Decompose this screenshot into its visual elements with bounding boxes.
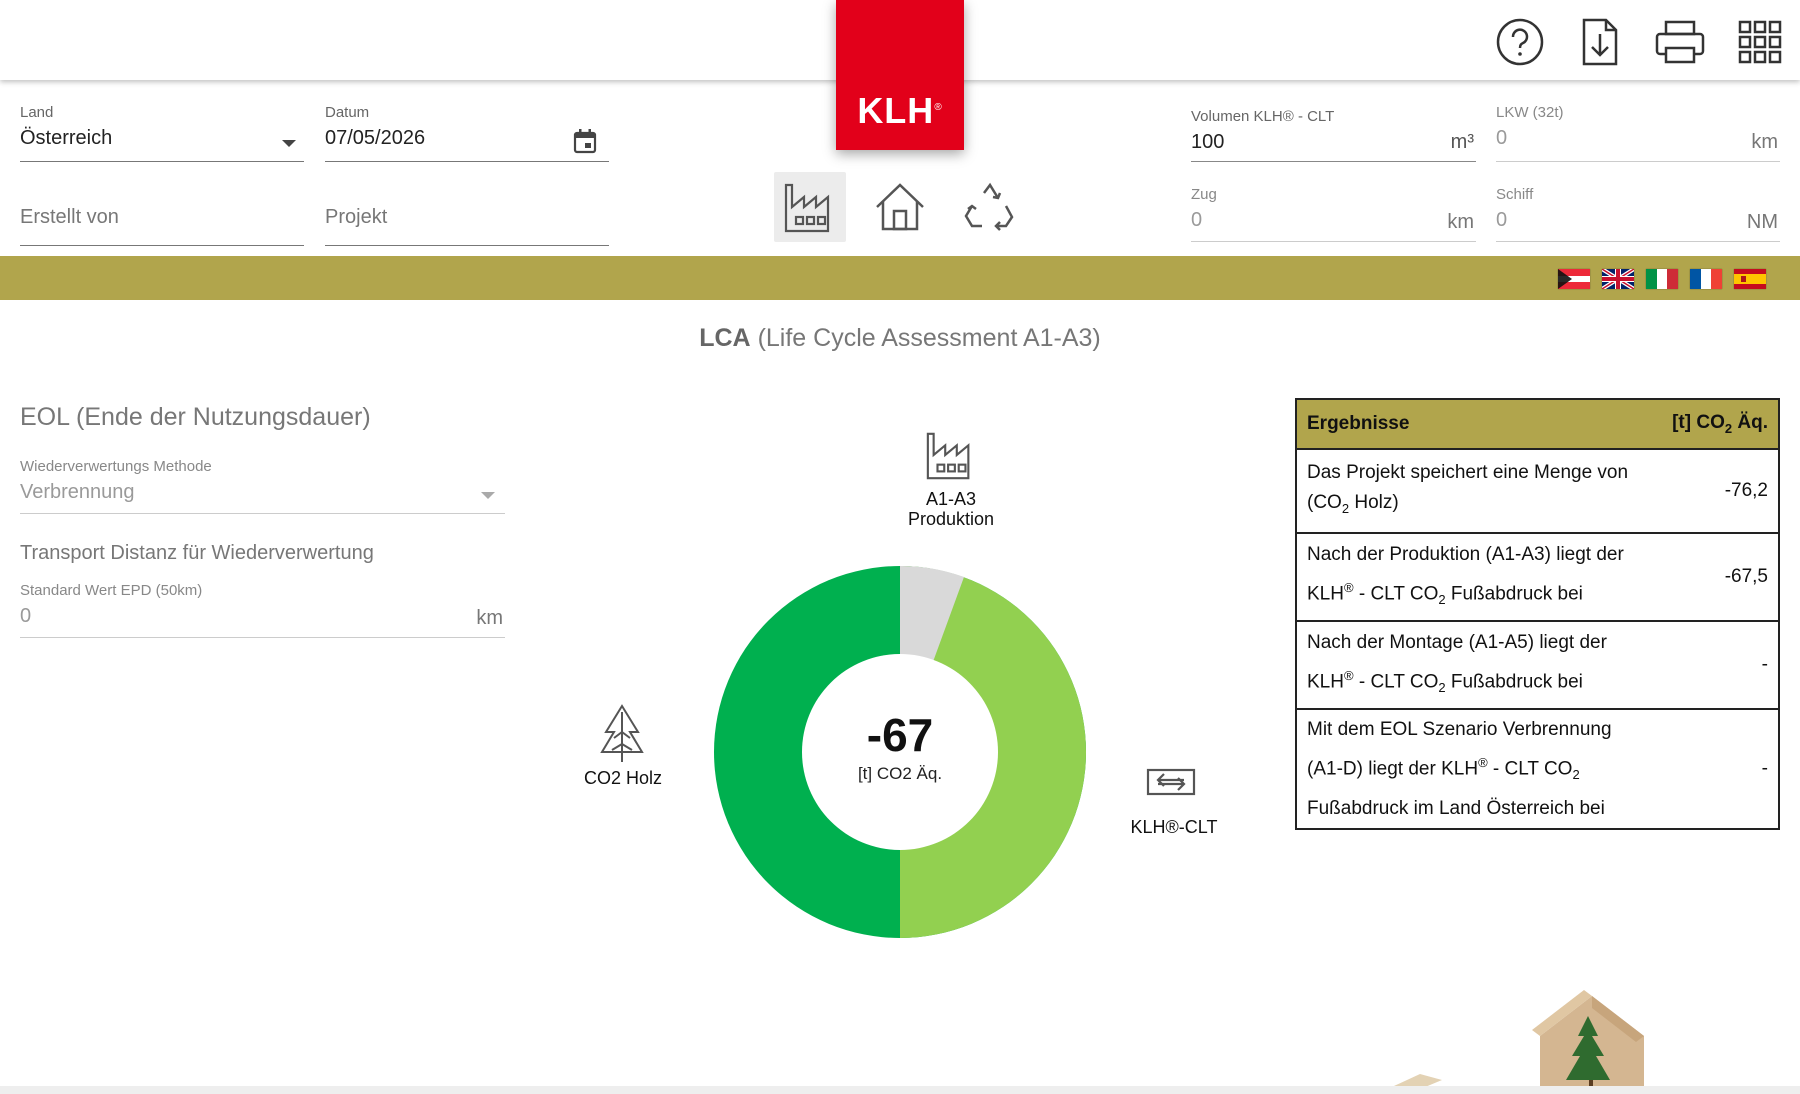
donut-hole xyxy=(802,654,998,850)
flag-spain-icon[interactable] xyxy=(1734,269,1766,289)
zug-value: 0 xyxy=(1191,209,1203,231)
results-row-text: Mit dem EOL Szenario Verbrennung (A1-D) … xyxy=(1307,719,1612,819)
results-row-text: Nach der Montage (A1-A5) liegt der KLH® … xyxy=(1307,631,1607,696)
results-header-unit: [t] CO2 Äq. xyxy=(1672,412,1768,436)
lkw-unit: km xyxy=(1751,131,1778,153)
eol-title: EOL (Ende der Nutzungsdauer) xyxy=(20,403,371,431)
results-row-value: - xyxy=(1761,758,1768,779)
house-icon xyxy=(876,183,924,231)
datum-field[interactable]: Datum 07/05/2026 xyxy=(325,104,609,162)
datum-value: 07/05/2026 xyxy=(325,127,426,149)
results-table: Ergebnisse [t] CO2 Äq. Das Projekt speic… xyxy=(1295,398,1780,830)
lkw-field[interactable]: LKW (32t) 0 km xyxy=(1496,104,1780,162)
results-row: Mit dem EOL Szenario Verbrennung (A1-D) … xyxy=(1297,710,1778,828)
zug-unit: km xyxy=(1447,211,1474,233)
stage-production-button[interactable] xyxy=(774,172,846,242)
production-label-line1: A1-A3 xyxy=(925,489,977,509)
chevron-down-icon xyxy=(481,492,495,499)
schiff-unit: NM xyxy=(1746,211,1778,233)
results-row: Nach der Montage (A1-A5) liegt der KLH® … xyxy=(1297,622,1778,710)
donut-chart xyxy=(714,565,1086,938)
method-value: Verbrennung xyxy=(20,481,135,503)
land-select[interactable]: Land Österreich xyxy=(20,104,304,162)
factory-icon xyxy=(784,183,830,233)
wooden-house-illustration xyxy=(1394,990,1644,1088)
results-row: Das Projekt speichert eine Menge von (CO… xyxy=(1297,450,1778,534)
projekt-placeholder: Projekt xyxy=(325,206,388,228)
factory-icon xyxy=(926,432,970,480)
stage-building-button[interactable] xyxy=(864,172,936,242)
section-band xyxy=(0,256,1800,300)
flag-france-icon[interactable] xyxy=(1690,269,1722,289)
calendar-icon[interactable] xyxy=(573,128,597,154)
wood-label: CO2 Holz xyxy=(583,768,663,788)
lkw-value: 0 xyxy=(1496,127,1508,149)
lca-title-rest: (Life Cycle Assessment A1-A3) xyxy=(750,324,1101,352)
chevron-down-icon xyxy=(282,140,296,147)
volumen-unit: m³ xyxy=(1450,131,1474,153)
results-row: Nach der Produktion (A1-A3) liegt der KL… xyxy=(1297,534,1778,622)
apps-grid-icon[interactable] xyxy=(1732,14,1788,70)
results-row-text: Das Projekt speichert eine Menge von (CO… xyxy=(1307,462,1629,516)
logo-mark: ® xyxy=(934,102,943,113)
schiff-value: 0 xyxy=(1496,209,1508,231)
transport-title: Transport Distanz für Wiederverwertung xyxy=(20,542,374,564)
erstellt-von-input[interactable]: Erstellt von xyxy=(20,200,304,246)
flag-austria-icon[interactable] xyxy=(1558,269,1590,289)
lca-title: LCA (Life Cycle Assessment A1-A3) xyxy=(0,324,1800,353)
results-row-value: -76,2 xyxy=(1724,480,1768,501)
transport-unit: km xyxy=(476,607,503,629)
results-header: Ergebnisse [t] CO2 Äq. xyxy=(1297,400,1778,450)
lca-title-bold: LCA xyxy=(699,324,751,352)
zug-field[interactable]: Zug 0 km xyxy=(1191,186,1476,242)
volumen-label: Volumen KLH® - CLT xyxy=(1191,108,1335,125)
zug-label: Zug xyxy=(1191,186,1217,203)
bottom-edge xyxy=(0,1086,1800,1094)
klh-logo: KLH® xyxy=(836,0,964,150)
land-label: Land xyxy=(20,104,54,121)
donut-center-unit: [t] CO2 Äq. xyxy=(857,764,943,783)
method-select[interactable]: Wiederverwertungs Methode Verbrennung xyxy=(20,458,505,514)
clt-panel-icon xyxy=(1146,768,1196,796)
results-row-value: -67,5 xyxy=(1724,566,1768,587)
datum-label: Datum xyxy=(325,104,370,121)
lkw-label: LKW (32t) xyxy=(1496,104,1564,121)
production-label: A1-A3 Produktion xyxy=(880,489,1022,529)
download-icon[interactable] xyxy=(1572,14,1628,70)
volumen-value: 100 xyxy=(1191,131,1225,153)
erstellt-von-placeholder: Erstellt von xyxy=(20,206,119,228)
projekt-input[interactable]: Projekt xyxy=(325,200,609,246)
tree-icon xyxy=(600,704,644,762)
results-row-value: - xyxy=(1761,654,1768,675)
transport-label: Standard Wert EPD (50km) xyxy=(20,582,203,599)
method-label: Wiederverwertungs Methode xyxy=(20,458,212,475)
flag-italy-icon[interactable] xyxy=(1646,269,1678,289)
donut-center-value: -67 xyxy=(866,709,934,761)
production-label-line2: Produktion xyxy=(907,509,995,529)
clt-label: KLH®-CLT xyxy=(1130,817,1218,837)
land-value: Österreich xyxy=(20,127,113,149)
help-icon[interactable] xyxy=(1492,14,1548,70)
schiff-field[interactable]: Schiff 0 NM xyxy=(1496,186,1780,242)
recycle-icon xyxy=(964,182,1014,231)
print-icon[interactable] xyxy=(1652,14,1708,70)
flag-uk-icon[interactable] xyxy=(1602,269,1634,289)
volumen-field[interactable]: Volumen KLH® - CLT 100 m³ xyxy=(1191,108,1476,162)
stage-recycle-button[interactable] xyxy=(954,172,1026,242)
results-header-title: Ergebnisse xyxy=(1307,413,1410,434)
logo-text: KLH xyxy=(857,90,935,131)
transport-distance-field[interactable]: Standard Wert EPD (50km) 0 km xyxy=(20,582,505,638)
transport-value: 0 xyxy=(20,605,32,627)
schiff-label: Schiff xyxy=(1496,186,1534,203)
results-row-text: Nach der Produktion (A1-A3) liegt der KL… xyxy=(1307,543,1624,608)
